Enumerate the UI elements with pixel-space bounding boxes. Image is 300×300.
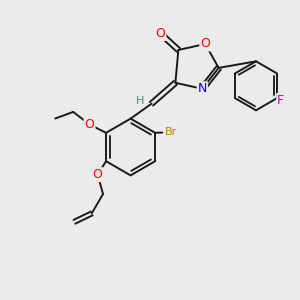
Text: H: H — [136, 96, 144, 106]
Text: F: F — [277, 94, 284, 107]
Text: O: O — [155, 27, 165, 40]
Text: O: O — [200, 38, 210, 50]
Text: Br: Br — [165, 127, 177, 137]
Text: O: O — [93, 168, 103, 181]
Text: O: O — [85, 118, 94, 131]
Text: N: N — [198, 82, 207, 95]
